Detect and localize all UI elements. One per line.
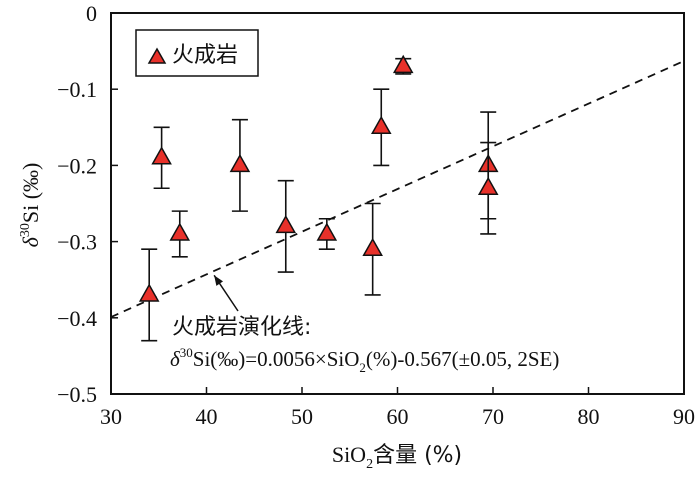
triangle-marker <box>392 54 414 74</box>
x-axis-title: SiO2含量 (%) <box>332 442 462 472</box>
equation-part1: Si(‰)=0.0056×SiO <box>193 347 360 371</box>
triangle-marker <box>316 222 338 241</box>
data-point <box>138 248 160 342</box>
annotation-arrow-head <box>214 275 224 286</box>
legend: 火成岩 <box>135 29 259 77</box>
y-tick-label: −0.5 <box>57 382 97 407</box>
trendline-annotation: 火成岩演化线: δ30Si(‰)=0.0056×SiO2(%)-0.567(±0… <box>170 274 559 375</box>
data-point <box>392 54 414 75</box>
y-tick-label: −0.3 <box>57 230 97 255</box>
data-point <box>316 217 338 251</box>
x-title-rest: 含量 (%) <box>373 443 462 468</box>
legend-marker-triangle <box>147 47 167 64</box>
data-point <box>169 210 191 258</box>
y-tick-label: −0.2 <box>57 153 97 178</box>
y-axis-title: δ30Si (‰) <box>18 163 43 248</box>
y-title-delta: δ <box>18 236 43 247</box>
x-tick-label: 50 <box>291 404 313 429</box>
data-point <box>151 126 172 190</box>
x-title-sub: 2 <box>366 457 373 472</box>
equation-part2: (%)-0.567(±0.05, 2SE) <box>366 347 560 371</box>
equation-delta: δ <box>170 347 181 371</box>
data-point <box>229 118 251 212</box>
equation-sup: 30 <box>180 345 193 360</box>
triangle-marker <box>151 146 172 165</box>
data-point <box>275 179 297 273</box>
y-tick-label: −0.1 <box>57 77 97 102</box>
x-title-main: SiO <box>332 442 366 467</box>
legend-label: 火成岩 <box>172 43 238 68</box>
x-tick-label: 80 <box>578 404 600 429</box>
x-tick-label: 40 <box>196 404 218 429</box>
y-tick-label: −0.4 <box>57 306 97 331</box>
data-point <box>362 202 383 296</box>
trend-line <box>110 60 685 318</box>
x-tick-label: 90 <box>673 404 695 429</box>
x-tick-label: 60 <box>387 404 409 429</box>
y-title-sup: 30 <box>18 223 33 237</box>
data-point <box>477 141 499 235</box>
equation-sub: 2 <box>359 360 366 375</box>
triangle-marker <box>229 153 251 173</box>
triangle-marker <box>477 176 499 196</box>
triangle-marker <box>275 214 297 234</box>
x-tick-label: 30 <box>100 404 122 429</box>
triangle-marker <box>362 237 383 256</box>
triangle-marker <box>370 115 392 135</box>
annotation-equation: δ30Si(‰)=0.0056×SiO2(%)-0.567(±0.05, 2SE… <box>170 345 559 375</box>
triangle-marker <box>138 283 160 302</box>
y-tick-label: 0 <box>86 1 97 26</box>
data-point <box>370 88 392 167</box>
triangle-marker <box>169 222 191 241</box>
y-title-rest: Si (‰) <box>18 163 43 224</box>
annotation-title: 火成岩演化线: <box>172 315 311 340</box>
x-tick-label: 70 <box>482 404 504 429</box>
